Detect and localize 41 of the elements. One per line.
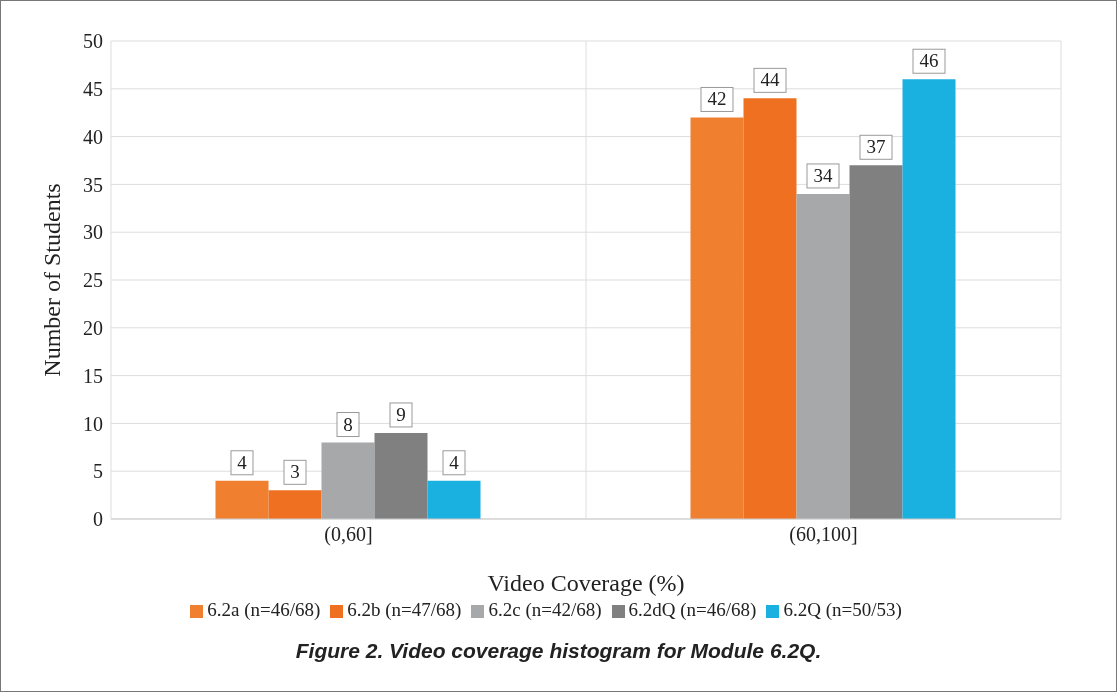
y-tick-label: 35: [83, 173, 103, 196]
legend-label: 6.2a (n=46/68): [207, 599, 321, 620]
data-label: 37: [866, 136, 886, 158]
x-tick-label: (60,100]: [789, 523, 858, 547]
legend-label: 6.2b (n=47/68): [347, 599, 462, 620]
y-tick-label: 45: [83, 77, 103, 100]
data-label: 34: [813, 164, 833, 186]
y-tick-label: 50: [83, 30, 103, 53]
caption: Figure 2. Video coverage histogram for Module 6.2Q.: [294, 639, 823, 663]
bar: [849, 165, 903, 519]
bar: [743, 98, 797, 519]
bar: [796, 193, 850, 519]
data-label: 3: [290, 461, 300, 483]
bar: [374, 432, 428, 519]
y-tick-label: 0: [93, 508, 103, 531]
legend-label: 6.2Q (n=50/53): [783, 599, 902, 620]
y-axis-title: Number of Students: [38, 183, 65, 377]
bar: [321, 442, 375, 519]
y-tick-label: 20: [83, 316, 103, 339]
x-axis-title: Video Coverage (%): [487, 570, 685, 596]
y-tick-label: 40: [83, 125, 103, 148]
bar: [427, 480, 481, 519]
y-tick-label: 15: [83, 364, 103, 387]
data-label: 44: [760, 69, 780, 91]
x-tick-label: (0,60]: [324, 523, 373, 547]
y-tick-label: 10: [83, 412, 103, 435]
legend-label: 6.2dQ (n=46/68): [628, 599, 757, 620]
bar: [690, 117, 744, 519]
bar: [215, 480, 269, 519]
legend-label: 6.2c (n=42/68): [488, 599, 602, 620]
data-label: 46: [919, 50, 939, 72]
data-label: 42: [707, 88, 727, 110]
y-tick-label: 5: [93, 460, 103, 483]
data-label: 9: [396, 403, 406, 425]
bar: [902, 79, 956, 519]
data-label: 4: [237, 451, 248, 473]
data-label: 4: [449, 451, 460, 473]
y-tick-label: 30: [83, 221, 103, 244]
data-label: 8: [343, 413, 353, 435]
y-tick-label: 25: [83, 269, 103, 292]
bar: [268, 490, 322, 519]
